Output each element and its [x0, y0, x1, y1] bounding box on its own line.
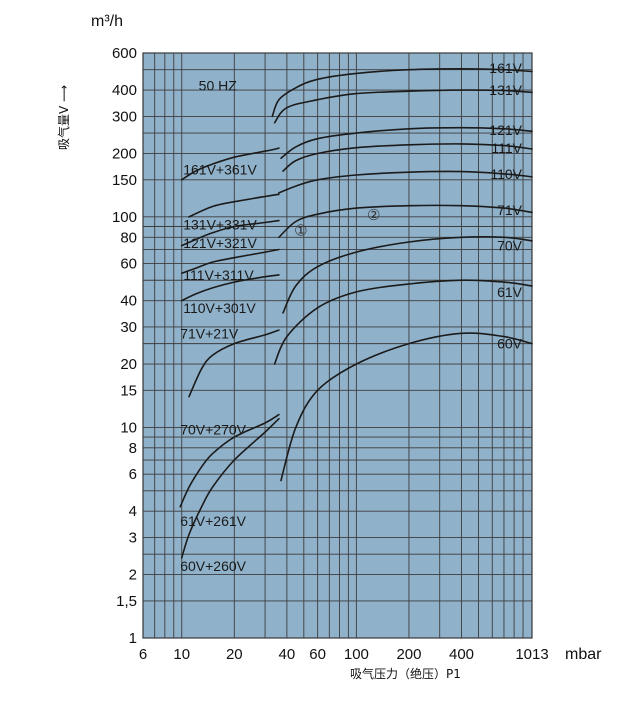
x-tick-label: 20: [226, 646, 243, 663]
label-60v-260v: 60V+260V: [180, 558, 246, 574]
x-tick-label: 100: [344, 646, 369, 663]
annotation-1: 50 HZ: [199, 78, 238, 94]
annotation-2: ①: [294, 222, 307, 240]
curve-71v: [278, 204, 533, 239]
y-tick-label: 1,5: [116, 593, 137, 610]
y-tick-label: 6: [129, 466, 137, 483]
x-tick-label: 6: [139, 646, 147, 663]
y-tick-label: 40: [120, 293, 137, 310]
label-70v: 70V: [497, 238, 523, 254]
plot-area: [142, 52, 533, 639]
curve-61v-261v: [180, 417, 280, 559]
label-70v-270v: 70V+270V: [180, 421, 246, 437]
x-tick-label: 1013: [515, 646, 548, 663]
label-110v-301v: 110V+301V: [183, 300, 256, 316]
curve-71v-21v: [188, 329, 280, 398]
curve-110v-301v: [180, 274, 280, 302]
label-111v: 111V: [491, 140, 522, 156]
curve-labels: 161V 131V 121V 111V 110V 71V 70V 61V 60V 161V+361…: [180, 60, 522, 574]
curve-131v: [273, 89, 533, 124]
label-111v-311v: 111V+311V: [183, 267, 254, 283]
y-tick-label: 4: [129, 503, 137, 520]
label-131v-331v: 131V+331V: [183, 216, 257, 232]
curve-161v: [271, 67, 533, 118]
y-tick-label: 15: [120, 382, 137, 399]
curve-110v: [278, 170, 533, 194]
x-tick-label: 400: [449, 646, 474, 663]
curve-111v-311v: [180, 248, 280, 274]
y-tick-label: 200: [112, 145, 137, 162]
y-tick-labels: 1 1,5 2 3 4 6 8 10 15 20 30 40 60 80 100 150 200 300 400 60…: [112, 45, 137, 647]
label-161v: 161V: [489, 60, 522, 76]
x-tick-label: 60: [309, 646, 326, 663]
label-121v-321v: 121V+321V: [183, 235, 257, 251]
x-tick-label: 10: [173, 646, 190, 663]
curve-61v: [273, 279, 533, 365]
y-tick-label: 8: [129, 440, 137, 457]
y-tick-label: 600: [112, 45, 137, 62]
y-axis-title: 吸气量V ⟶: [56, 85, 71, 150]
curve-131v-331v: [188, 193, 280, 218]
y-tick-label: 20: [120, 356, 137, 373]
curve-161v-361v: [180, 147, 280, 181]
y-tick-label: 10: [120, 419, 137, 436]
y-tick-label: 150: [112, 172, 137, 189]
curve-70v-270v: [179, 413, 280, 508]
curve-121v-321v: [180, 219, 280, 247]
x-tick-label: 40: [279, 646, 296, 663]
label-121v: 121V: [489, 122, 522, 138]
x-tick-label: 200: [396, 646, 421, 663]
curve-60v: [280, 332, 533, 482]
label-71v: 71V: [497, 202, 523, 218]
y-tick-label: 400: [112, 82, 137, 99]
label-161v-361v: 161V+361V: [183, 161, 257, 177]
x-tick-labels: 6 10 20 40 60 100 200 400 1013: [139, 646, 549, 663]
label-71v-21v: 71V+21V: [180, 325, 239, 341]
y-tick-label: 300: [112, 108, 137, 125]
y-tick-label: 3: [129, 530, 137, 547]
y-tick-label: 1: [129, 630, 137, 647]
label-61v: 61V: [497, 284, 523, 300]
x-unit-label: mbar: [565, 646, 602, 663]
annotations: 50 HZ ① ②: [199, 78, 381, 240]
y-tick-label: 100: [112, 209, 137, 226]
curve-70v: [282, 235, 533, 314]
y-unit-label: m³/h: [91, 13, 123, 30]
y-tick-label: 80: [120, 229, 137, 246]
label-61v-261v: 61V+261V: [180, 513, 246, 529]
curves: [179, 67, 533, 559]
curve-121v: [280, 126, 533, 159]
y-tick-label: 30: [120, 319, 137, 336]
y-tick-label: 60: [120, 256, 137, 273]
label-60v: 60V: [497, 336, 523, 352]
x-axis-title: 吸气压力（绝压）P1: [350, 666, 461, 681]
annotation-3: ②: [367, 206, 380, 224]
label-131v: 131V: [489, 82, 522, 98]
y-tick-label: 2: [129, 567, 137, 584]
curve-111v: [282, 143, 533, 172]
label-110v: 110V: [490, 166, 522, 182]
